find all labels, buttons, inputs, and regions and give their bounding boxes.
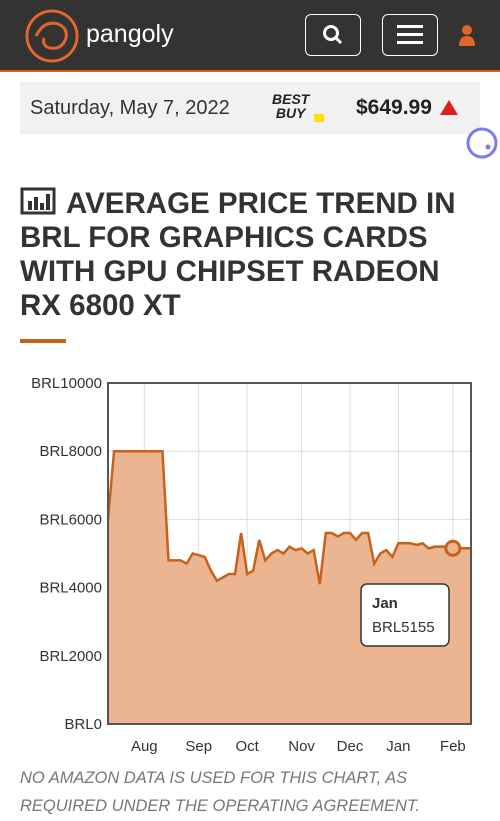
area-fill [108, 451, 471, 724]
x-tick-label: Aug [131, 738, 158, 755]
x-tick-label: Feb [440, 738, 466, 755]
y-tick-label: BRL10000 [31, 375, 102, 392]
price-line [106, 449, 471, 585]
x-tick-label: Dec [337, 738, 364, 755]
up-arrow [440, 100, 458, 115]
title: AVERAGE PRICE TREND IN BRL FOR GRAPHICS … [20, 187, 456, 322]
tooltip-value: BRL5155 [372, 619, 435, 636]
search-button[interactable] [305, 14, 361, 56]
brand[interactable]: pangoly [86, 20, 174, 48]
highlight-point [444, 539, 462, 557]
x-tick-label: Nov [288, 738, 315, 755]
price: $649.99 [356, 96, 432, 119]
header: pangoly [0, 0, 500, 72]
title-underline [20, 339, 66, 343]
store-logo: BEST BUY [272, 91, 324, 122]
store-line: BEST [272, 91, 310, 107]
user-icon[interactable] [457, 24, 477, 48]
tooltip: Jan BRL5155 [360, 583, 450, 647]
y-tick-label: BRL4000 [39, 580, 102, 597]
y-tick-label: BRL0 [64, 716, 102, 733]
store-line: BUY [275, 105, 306, 121]
chart-icon [20, 187, 56, 215]
date: Saturday, May 7, 2022 [30, 97, 230, 119]
assistant-icon[interactable] [465, 126, 499, 160]
y-tick-label: BRL8000 [39, 443, 102, 460]
price-row[interactable]: Saturday, May 7, 2022 BEST BUY $649.99 [20, 82, 480, 134]
chart: BRL0 BRL2000 BRL4000 BRL6000 BRL8000 BRL10000… [31, 375, 472, 755]
x-tick-label: Sep [185, 738, 212, 755]
y-tick-label: BRL2000 [39, 648, 102, 665]
x-tick-label: Oct [235, 738, 259, 755]
logo[interactable] [22, 6, 82, 66]
footnote: NO AMAZON DATA IS USED FOR THIS CHART, A… [20, 769, 421, 815]
y-tick-label: BRL6000 [39, 511, 102, 528]
tooltip-title: Jan [372, 595, 398, 612]
plot-border [107, 382, 472, 725]
menu-button[interactable] [382, 14, 438, 56]
x-tick-label: Jan [386, 738, 410, 755]
chart-heading: AVERAGE PRICE TREND IN BRL FOR GRAPHICS … [20, 187, 480, 323]
tooltip-box [360, 583, 450, 647]
